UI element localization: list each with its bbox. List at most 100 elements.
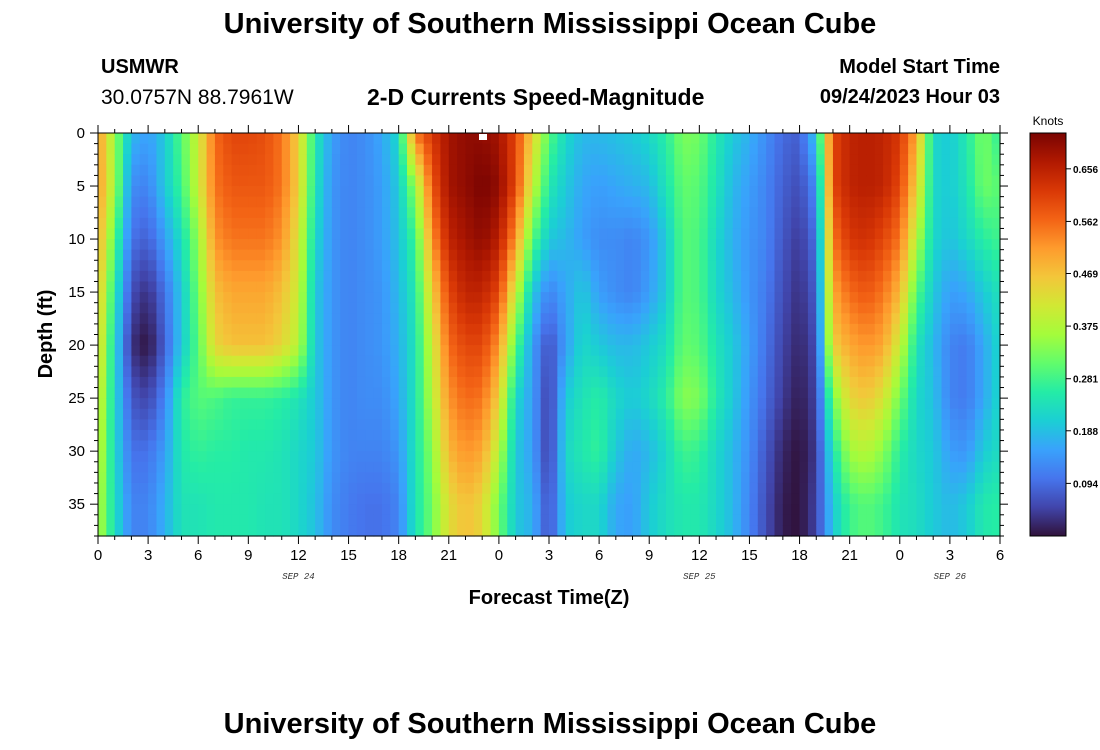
heatmap-cell bbox=[114, 514, 124, 526]
heatmap-cell bbox=[348, 482, 358, 495]
heatmap-cell bbox=[649, 482, 659, 495]
heatmap-cell bbox=[139, 313, 149, 325]
heatmap-cell bbox=[206, 133, 216, 145]
heatmap-cell bbox=[490, 175, 500, 187]
heatmap-cell bbox=[574, 133, 584, 145]
heatmap-cell bbox=[899, 249, 909, 261]
heatmap-cell bbox=[123, 355, 133, 367]
heatmap-cell bbox=[682, 493, 692, 505]
heatmap-cell bbox=[465, 387, 475, 399]
heatmap-cell bbox=[373, 376, 383, 389]
heatmap-cell bbox=[348, 249, 358, 261]
heatmap-cell bbox=[966, 281, 976, 293]
heatmap-cell bbox=[465, 260, 475, 272]
heatmap-cell bbox=[131, 323, 141, 336]
heatmap-cell bbox=[164, 355, 174, 367]
heatmap-cell bbox=[298, 408, 308, 420]
heatmap-cell bbox=[866, 472, 876, 484]
heatmap-cell bbox=[290, 366, 300, 378]
heatmap-cell bbox=[966, 355, 976, 367]
heatmap-cell bbox=[682, 313, 692, 325]
heatmap-cell bbox=[749, 143, 759, 155]
heatmap-cell bbox=[699, 154, 709, 166]
heatmap-cell bbox=[615, 186, 625, 198]
heatmap-cell bbox=[991, 525, 1001, 537]
heatmap-cell bbox=[256, 514, 266, 526]
heatmap-cell bbox=[323, 292, 333, 304]
heatmap-cell bbox=[398, 504, 408, 516]
heatmap-cell bbox=[916, 164, 926, 177]
heatmap-cell bbox=[223, 302, 233, 314]
heatmap-cell bbox=[716, 504, 725, 516]
heatmap-cell bbox=[365, 143, 375, 155]
heatmap-cell bbox=[590, 207, 600, 219]
heatmap-cell bbox=[415, 451, 425, 463]
heatmap-cell bbox=[607, 461, 617, 473]
heatmap-cell bbox=[807, 164, 817, 177]
heatmap-cell bbox=[131, 228, 141, 240]
heatmap-cell bbox=[924, 334, 934, 346]
heatmap-cell bbox=[891, 493, 901, 505]
heatmap-cell bbox=[148, 376, 158, 389]
heatmap-cell bbox=[273, 175, 283, 187]
heatmap-cell bbox=[832, 429, 842, 442]
heatmap-cell bbox=[365, 281, 375, 293]
heatmap-cell bbox=[799, 323, 809, 336]
heatmap-cell bbox=[607, 228, 617, 240]
heatmap-cell bbox=[557, 313, 567, 325]
heatmap-cell bbox=[816, 366, 826, 378]
heatmap-cell bbox=[298, 472, 308, 484]
heatmap-cell bbox=[615, 143, 625, 155]
heatmap-cell bbox=[991, 472, 1001, 484]
heatmap-cell bbox=[958, 387, 968, 399]
heatmap-cell bbox=[498, 143, 508, 155]
heatmap-cell bbox=[883, 196, 893, 208]
heatmap-cell bbox=[883, 217, 893, 230]
heatmap-cell bbox=[164, 461, 174, 473]
heatmap-cell bbox=[724, 281, 734, 293]
heatmap-cell bbox=[807, 175, 817, 187]
heatmap-cell bbox=[615, 345, 625, 357]
heatmap-cell bbox=[398, 323, 408, 336]
heatmap-cell bbox=[891, 143, 901, 155]
heatmap-cell bbox=[340, 281, 350, 293]
heatmap-cell bbox=[565, 504, 575, 516]
heatmap-cell bbox=[298, 154, 308, 166]
heatmap-cell bbox=[958, 323, 968, 336]
heatmap-cell bbox=[356, 302, 366, 314]
heatmap-cell bbox=[749, 493, 759, 505]
heatmap-cell bbox=[949, 292, 959, 304]
heatmap-cell bbox=[465, 355, 475, 367]
heatmap-cell bbox=[256, 302, 266, 314]
heatmap-cell bbox=[214, 493, 224, 505]
heatmap-cell bbox=[557, 239, 567, 251]
heatmap-cell bbox=[98, 461, 107, 473]
heatmap-cell bbox=[148, 217, 158, 230]
heatmap-cell bbox=[674, 482, 684, 495]
heatmap-cell bbox=[924, 281, 934, 293]
heatmap-cell bbox=[582, 429, 592, 442]
heatmap-cell bbox=[540, 249, 550, 261]
heatmap-cell bbox=[782, 260, 792, 272]
heatmap-cell bbox=[523, 408, 533, 420]
heatmap-cell bbox=[908, 292, 918, 304]
heatmap-cell bbox=[123, 154, 133, 166]
heatmap-cell bbox=[131, 440, 141, 452]
heatmap-cell bbox=[941, 429, 951, 442]
heatmap-cell bbox=[381, 323, 391, 336]
heatmap-cell bbox=[549, 239, 558, 251]
heatmap-cell bbox=[340, 525, 350, 537]
heatmap-cell bbox=[239, 323, 249, 336]
heatmap-cell bbox=[908, 175, 918, 187]
heatmap-cell bbox=[131, 461, 141, 473]
heatmap-cell bbox=[482, 504, 492, 516]
heatmap-cell bbox=[331, 217, 341, 230]
heatmap-cell bbox=[340, 472, 350, 484]
heatmap-cell bbox=[690, 429, 700, 442]
heatmap-cell bbox=[532, 175, 542, 187]
heatmap-cell bbox=[716, 196, 725, 208]
heatmap-cell bbox=[98, 482, 107, 495]
heatmap-cell bbox=[724, 387, 734, 399]
heatmap-cell bbox=[883, 408, 893, 420]
heatmap-cell bbox=[866, 525, 876, 537]
